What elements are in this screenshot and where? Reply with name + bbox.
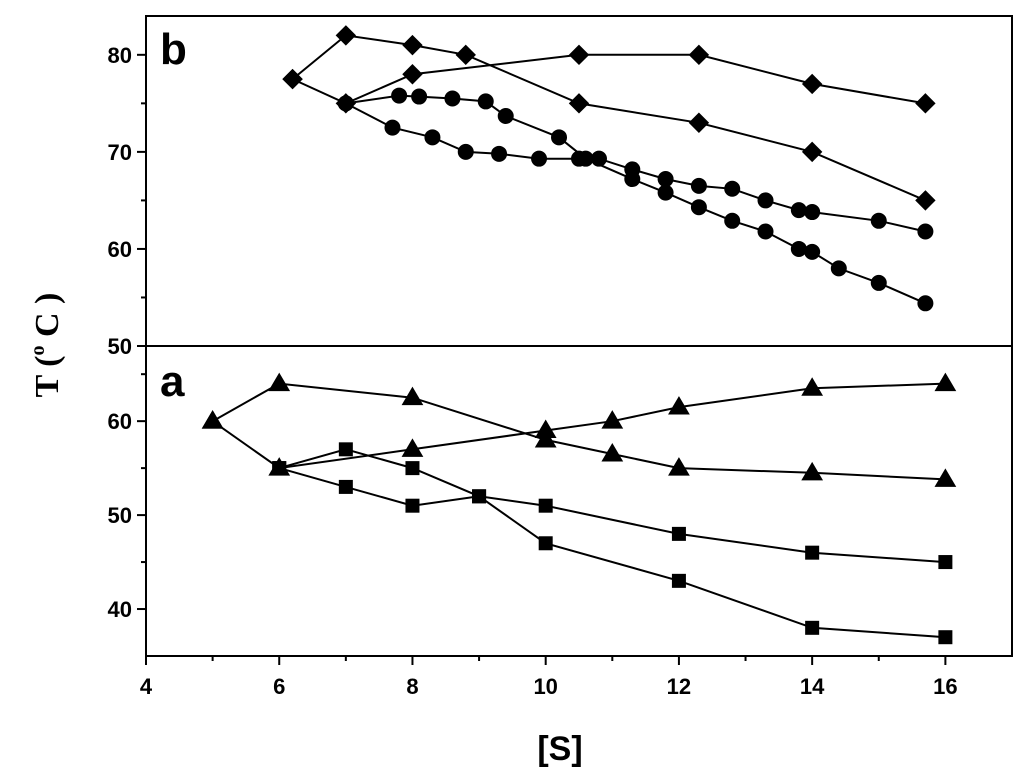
data-point-circle <box>690 177 707 194</box>
data-point-triangle <box>668 457 690 476</box>
data-point-diamond <box>568 93 590 114</box>
data-point-triangle <box>934 468 957 487</box>
data-point-square <box>538 498 553 513</box>
data-point-triangle <box>601 443 624 462</box>
data-point-triangle <box>801 377 824 396</box>
data-point-triangle <box>934 372 957 392</box>
data-point-circle <box>391 87 408 104</box>
x-axis-label: [S] <box>537 730 582 768</box>
data-point-square <box>938 555 953 570</box>
x-tick-label: 12 <box>667 674 691 699</box>
y-tick-label: 70 <box>108 140 132 165</box>
data-point-circle <box>384 119 401 136</box>
data-point-triangle <box>201 410 224 429</box>
data-point-circle <box>790 240 807 257</box>
data-point-diamond <box>402 64 423 85</box>
data-point-circle <box>724 212 741 229</box>
data-point-circle <box>724 180 741 197</box>
data-point-circle <box>424 129 441 146</box>
data-point-square <box>938 630 953 645</box>
x-tick-label: 16 <box>933 674 957 699</box>
data-point-circle <box>757 223 774 240</box>
data-point-circle <box>657 171 674 188</box>
x-tick-label: 6 <box>273 674 285 699</box>
data-point-diamond <box>455 44 476 66</box>
data-point-diamond <box>335 25 357 46</box>
data-point-triangle <box>801 461 824 481</box>
y-tick-label: 50 <box>108 503 132 528</box>
data-point-circle <box>830 260 847 277</box>
panel-a-frame <box>145 345 1013 657</box>
data-point-diamond <box>915 190 936 211</box>
series-line-b-0 <box>292 53 926 105</box>
data-point-circle <box>804 204 821 221</box>
data-point-square <box>671 526 686 541</box>
data-point-diamond <box>915 93 936 114</box>
data-point-circle <box>870 274 887 291</box>
panel-b-letter: b <box>160 25 187 74</box>
series-line-a-1 <box>212 382 946 481</box>
y-tick-label: 60 <box>108 237 132 262</box>
data-point-triangle <box>601 410 624 429</box>
data-point-square <box>338 479 353 494</box>
y-tick-label: 80 <box>108 43 132 68</box>
data-point-circle <box>577 150 594 167</box>
data-point-circle <box>757 192 774 209</box>
data-point-circle <box>491 145 508 162</box>
data-point-diamond <box>801 73 823 95</box>
data-point-circle <box>590 150 607 167</box>
data-point-square <box>805 620 820 635</box>
data-point-diamond <box>568 44 590 66</box>
data-point-circle <box>457 143 474 160</box>
data-point-circle <box>551 129 568 146</box>
data-point-square <box>272 461 287 476</box>
data-point-triangle <box>268 372 291 392</box>
data-point-triangle <box>401 386 424 406</box>
data-point-circle <box>870 212 887 229</box>
data-point-circle <box>531 150 548 167</box>
data-point-circle <box>411 88 428 105</box>
data-point-diamond <box>688 112 710 133</box>
data-point-square <box>538 536 553 551</box>
x-tick-label: 10 <box>533 674 557 699</box>
data-point-triangle <box>668 396 690 415</box>
series-line-a-3 <box>278 448 946 639</box>
data-point-circle <box>497 107 514 124</box>
data-point-circle <box>337 95 354 112</box>
y-tick-label: 50 <box>108 334 132 359</box>
data-point-square <box>405 498 420 513</box>
data-point-circle <box>804 243 821 260</box>
data-point-circle <box>917 295 934 312</box>
data-point-square <box>405 461 420 476</box>
data-point-circle <box>657 184 674 201</box>
data-point-square <box>472 489 487 504</box>
series-line-b-1 <box>291 34 926 202</box>
data-point-diamond <box>282 68 303 90</box>
y-tick-label: 60 <box>108 409 132 434</box>
data-point-triangle <box>534 428 557 448</box>
x-tick-label: 8 <box>406 674 418 699</box>
data-point-circle <box>790 202 807 219</box>
data-point-diamond <box>688 44 710 66</box>
x-tick-label: 4 <box>140 674 153 699</box>
data-point-circle <box>444 90 461 107</box>
data-point-square <box>338 442 353 457</box>
panel-a-letter: a <box>160 357 185 406</box>
data-point-square <box>805 545 820 560</box>
data-point-square <box>671 573 686 588</box>
data-point-circle <box>624 171 641 188</box>
data-point-diamond <box>801 141 823 163</box>
series-line-a-0 <box>212 382 946 470</box>
data-point-diamond <box>402 34 423 56</box>
x-tick-label: 14 <box>800 674 825 699</box>
y-tick-label: 40 <box>108 597 132 622</box>
data-point-circle <box>690 199 707 216</box>
data-point-circle <box>917 223 934 240</box>
data-point-circle <box>477 93 494 110</box>
series-line-a-2 <box>278 467 946 564</box>
y-axis-label: T (o C ) <box>27 293 66 398</box>
data-point-triangle <box>401 438 424 457</box>
